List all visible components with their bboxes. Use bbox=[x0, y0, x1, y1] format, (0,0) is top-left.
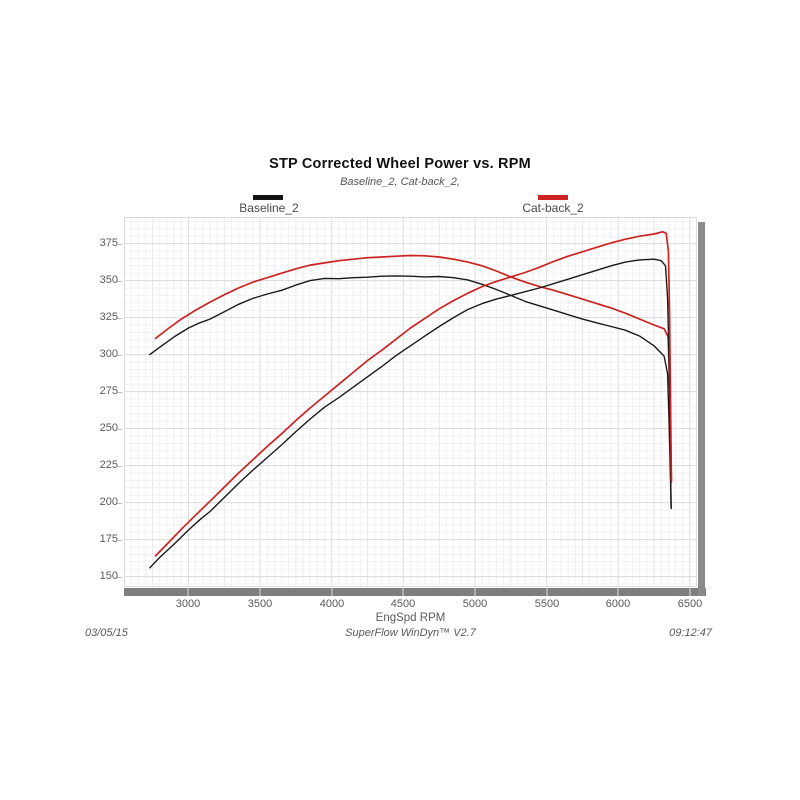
x-axis-bar-notch bbox=[474, 588, 476, 596]
x-axis-bar-notch bbox=[546, 588, 548, 596]
y-tick-label: 275 bbox=[99, 385, 118, 397]
legend-label-baseline: Baseline_2 bbox=[239, 201, 299, 215]
x-axis-bar bbox=[124, 588, 706, 596]
y-tick-label: 375 bbox=[99, 237, 118, 249]
x-tick-label: 4500 bbox=[390, 598, 416, 610]
plot-area bbox=[124, 217, 697, 587]
y-tick-mark bbox=[117, 244, 122, 245]
x-tick-label: 6000 bbox=[605, 598, 631, 610]
x-tick-label: 5500 bbox=[534, 598, 560, 610]
footer-date: 03/05/15 bbox=[85, 627, 128, 639]
x-tick-label: 4000 bbox=[319, 598, 345, 610]
y-tick-mark bbox=[117, 281, 122, 282]
x-tick-label: 3000 bbox=[175, 598, 201, 610]
y-tick-label: 325 bbox=[99, 311, 118, 323]
y-tick-label: 200 bbox=[99, 496, 118, 508]
footer-app-version: SuperFlow WinDyn™ V2.7 bbox=[345, 627, 476, 639]
x-axis-bar-notch bbox=[187, 588, 189, 596]
x-axis-bar-notch bbox=[617, 588, 619, 596]
y-tick-label: 350 bbox=[99, 274, 118, 286]
y-tick-label: 225 bbox=[99, 459, 118, 471]
y-tick-mark bbox=[117, 577, 122, 578]
x-axis-title: EngSpd RPM bbox=[375, 612, 446, 624]
x-tick-label: 6500 bbox=[677, 598, 703, 610]
y-tick-mark bbox=[117, 392, 122, 393]
x-axis-bar-notch bbox=[402, 588, 404, 596]
legend-swatch-catback bbox=[538, 195, 568, 200]
legend-swatch-baseline bbox=[253, 195, 283, 200]
right-edge-bar bbox=[698, 222, 705, 596]
legend-label-catback: Cat-back_2 bbox=[522, 201, 584, 215]
y-tick-label: 175 bbox=[99, 533, 118, 545]
y-tick-mark bbox=[117, 429, 122, 430]
footer-time: 09:12:47 bbox=[669, 627, 712, 639]
y-tick-mark bbox=[117, 318, 122, 319]
chart-subtitle: Baseline_2, Cat-back_2, bbox=[340, 176, 460, 188]
x-axis-bar-notch bbox=[689, 588, 691, 596]
y-tick-mark bbox=[117, 503, 122, 504]
y-tick-label: 250 bbox=[99, 422, 118, 434]
chart-title: STP Corrected Wheel Power vs. RPM bbox=[269, 156, 531, 172]
y-tick-mark bbox=[117, 540, 122, 541]
y-tick-mark bbox=[117, 355, 122, 356]
y-tick-label: 300 bbox=[99, 348, 118, 360]
x-tick-label: 3500 bbox=[247, 598, 273, 610]
y-tick-label: 150 bbox=[99, 570, 118, 582]
y-tick-mark bbox=[117, 466, 122, 467]
x-axis-bar-notch bbox=[259, 588, 261, 596]
x-tick-label: 5000 bbox=[462, 598, 488, 610]
x-axis-bar-notch bbox=[331, 588, 333, 596]
